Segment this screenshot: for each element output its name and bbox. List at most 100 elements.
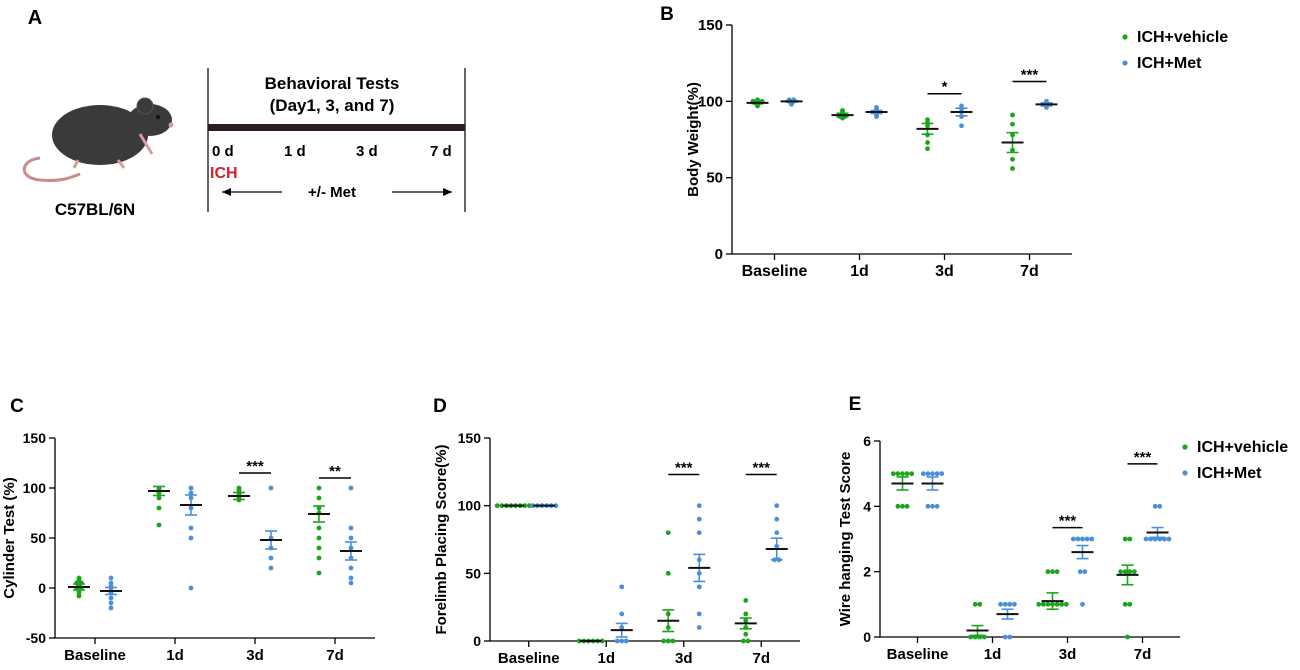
data-point (998, 601, 1003, 607)
data-point (755, 103, 760, 109)
mouse-eye (155, 114, 161, 120)
x-tick-label: 7d (1134, 646, 1152, 663)
data-point (619, 638, 625, 644)
data-point (874, 105, 879, 110)
data-point (1007, 601, 1013, 607)
treatment-arrow-right (392, 188, 452, 196)
x-tick-label: 1d (850, 263, 869, 280)
ich-label: ICH (210, 165, 238, 182)
data-point (1080, 536, 1085, 542)
data-point (316, 535, 322, 541)
x-tick-label: 1d (597, 650, 615, 667)
y-tick-label: 100 (23, 480, 47, 496)
data-point (925, 146, 930, 152)
y-tick-label: 0 (715, 246, 723, 263)
panel-d-chart: D 0 50 100 150 Forelimb Placing Score(%) Basel… (433, 396, 800, 667)
data-point (789, 101, 794, 107)
timepoint-7d: 7 d (430, 143, 452, 160)
x-tick-label: 3d (246, 647, 264, 664)
legend-label: ICH+vehicle (1197, 439, 1288, 456)
data-point (890, 471, 896, 477)
data-point (1070, 536, 1076, 542)
data-point (959, 123, 964, 129)
data-point (1077, 569, 1083, 575)
x-tick-label: 1d (984, 646, 1002, 663)
data-point (1082, 569, 1088, 575)
panel-a-label: A (28, 7, 42, 29)
x-tick-label: Baseline (887, 646, 949, 663)
legend-label: ICH+Met (1197, 465, 1262, 482)
y-tick-label: -50 (26, 630, 46, 646)
data-point (348, 575, 354, 581)
data-point (1010, 156, 1015, 162)
y-tick-label: 50 (30, 530, 46, 546)
significance-label: *** (752, 460, 770, 477)
data-point (108, 575, 114, 581)
y-axis-title: Cylinder Test (%) (1, 477, 18, 598)
data-point (108, 600, 114, 606)
data-point (188, 525, 194, 531)
panel-a: A C57BL/6N Behavioral Tests (Day1, 3, an… (22, 7, 466, 219)
data-point (156, 495, 162, 501)
data-point (1054, 569, 1060, 575)
data-point (874, 114, 879, 119)
data-point (774, 503, 780, 509)
data-point (696, 530, 702, 536)
data-point (930, 471, 935, 477)
data-point (348, 535, 354, 541)
timepoint-0d: 0 d (212, 143, 234, 160)
panel-b-label: B (660, 4, 674, 25)
mouse-illustration (22, 97, 174, 182)
data-point (696, 503, 702, 509)
data-point (1127, 601, 1133, 607)
data-point (1127, 569, 1133, 575)
data-point (522, 503, 528, 509)
data-point (930, 503, 935, 509)
x-tick-label: Baseline (742, 263, 808, 280)
treatment-label: +/- Met (308, 184, 356, 201)
data-point (972, 601, 978, 607)
data-point (900, 503, 905, 509)
data-point (934, 471, 940, 477)
data-point (1050, 569, 1055, 575)
data-point (665, 570, 671, 576)
data-point (925, 117, 930, 123)
panel-e-chart: E 0 2 4 6 Wire hanging Test Score Baseline 1d 3d… (837, 394, 1288, 663)
legend-marker (1122, 34, 1128, 40)
data-point (696, 584, 702, 590)
significance-label: *** (1134, 449, 1152, 466)
data-point (774, 516, 780, 522)
x-tick-label: 7d (1020, 263, 1039, 280)
data-point (661, 638, 667, 644)
data-point (599, 638, 605, 644)
data-point (670, 638, 676, 644)
data-point (108, 595, 114, 601)
x-tick-label: 3d (1059, 646, 1077, 663)
data-point (499, 503, 505, 509)
data-point (188, 535, 194, 541)
y-tick-label: 2 (863, 564, 871, 580)
data-point (1118, 569, 1123, 575)
data-point (1122, 536, 1128, 542)
data-point (156, 505, 162, 511)
data-point (316, 525, 322, 531)
mouse-body (52, 105, 148, 165)
data-point (530, 503, 536, 509)
data-point (909, 471, 915, 477)
data-point (895, 503, 901, 509)
data-point (1054, 601, 1060, 607)
data-point (553, 503, 559, 509)
data-point (1045, 569, 1051, 575)
y-tick-label: 100 (458, 498, 482, 514)
data-point (696, 625, 702, 630)
data-point (348, 565, 354, 571)
tests-days: (Day1, 3, and 7) (270, 96, 395, 115)
x-tick-label: 7d (326, 647, 344, 664)
data-point (977, 601, 983, 607)
data-point (745, 638, 751, 644)
data-point (1089, 536, 1095, 542)
data-point (619, 584, 625, 590)
data-point (741, 638, 746, 644)
